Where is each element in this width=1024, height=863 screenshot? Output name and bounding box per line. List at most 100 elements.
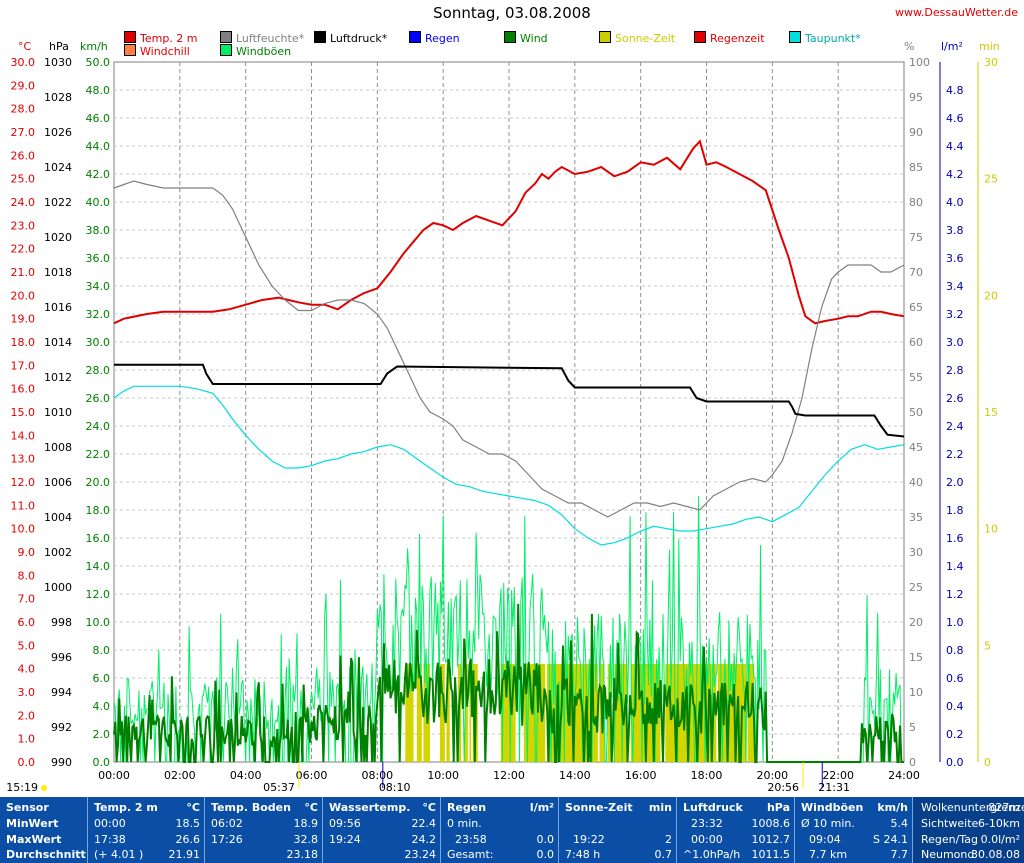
stats-head: Sensor bbox=[6, 801, 49, 814]
temp-tick-label: 1.0 bbox=[18, 733, 36, 746]
x-tick-label: 12:00 bbox=[493, 769, 525, 782]
x-tick-label: 00:00 bbox=[98, 769, 130, 782]
sunshine-bar bbox=[439, 664, 445, 762]
wind-tick-label: 18.0 bbox=[86, 504, 111, 517]
wind-tick-label: 28.0 bbox=[86, 364, 111, 377]
stats-watertemp-block: Wassertemp. °C 09:56 22.4 19:24 24.2 23.24 bbox=[323, 797, 441, 863]
unit-minutes: min bbox=[979, 40, 1000, 53]
stats-panel: Sensor MinWert MaxWert Durchschnitt Temp… bbox=[0, 797, 1024, 863]
stats-head: Regen bbox=[447, 801, 487, 814]
legend-temp: Temp. 2 m bbox=[124, 31, 198, 45]
temp-tick-label: 6.0 bbox=[18, 616, 36, 629]
stats-value: 23.24 bbox=[404, 848, 437, 861]
pressure-tick-label: 998 bbox=[51, 616, 72, 629]
rain-tick-label: 0.0 bbox=[946, 756, 964, 769]
legend-swatch bbox=[220, 31, 232, 43]
pressure-tick-label: 990 bbox=[51, 756, 72, 769]
wind-tick-label: 32.0 bbox=[86, 308, 111, 321]
temp-tick-label: 8.0 bbox=[18, 569, 36, 582]
dewpoint-line bbox=[113, 385, 905, 546]
humidity-tick-label: 50 bbox=[909, 406, 923, 419]
wind-tick-label: 40.0 bbox=[86, 196, 111, 209]
stats-time: 19:22 bbox=[573, 833, 605, 846]
wind-tick-label: 34.0 bbox=[86, 280, 111, 293]
rain-tick-label: 4.6 bbox=[946, 112, 964, 125]
wind-tick-label: 12.0 bbox=[86, 588, 111, 601]
temp-tick-label: 2.0 bbox=[18, 709, 36, 722]
x-tick-label: 02:00 bbox=[164, 769, 196, 782]
temp-tick-label: 23.0 bbox=[11, 219, 36, 232]
stats-min-label: MinWert bbox=[6, 817, 59, 830]
moonset-label: 21:31 bbox=[818, 781, 850, 794]
sunset-label: 20:56 bbox=[767, 781, 799, 794]
rain-tick-label: 1.2 bbox=[946, 588, 964, 601]
stats-time: 17:26 bbox=[211, 833, 243, 846]
stats-value: 21.91 bbox=[168, 848, 201, 861]
site-link[interactable]: www.DessauWetter.de bbox=[894, 6, 1018, 19]
humidity-tick-label: 30 bbox=[909, 546, 923, 559]
legend-swatch bbox=[694, 31, 706, 43]
rain-tick-label: 3.4 bbox=[946, 280, 964, 293]
rain-tick-label: 0.8 bbox=[946, 644, 964, 657]
rain-tick-label: 1.4 bbox=[946, 560, 964, 573]
wind-tick-label: 8.0 bbox=[93, 644, 111, 657]
sunshine-bar bbox=[500, 664, 516, 762]
wind-tick-label: 24.0 bbox=[86, 420, 111, 433]
legend-label: Regen bbox=[425, 32, 460, 45]
temp-tick-label: 3.0 bbox=[18, 686, 36, 699]
x-tick-label: 16:00 bbox=[625, 769, 657, 782]
unit-temp: °C bbox=[18, 40, 32, 53]
pressure-tick-label: 1028 bbox=[44, 91, 72, 104]
legend-label: Luftdruck* bbox=[330, 32, 388, 45]
stats-time: 09:56 bbox=[329, 817, 361, 830]
sunshine-bar bbox=[405, 664, 414, 762]
rain-tick-label: 0.6 bbox=[946, 672, 964, 685]
legend-swatch bbox=[409, 31, 421, 43]
humidity-tick-label: 80 bbox=[909, 196, 923, 209]
minutes-tick-label: 20 bbox=[984, 289, 998, 302]
stats-value: 7.7 bbox=[890, 848, 909, 861]
stats-unit: hPa bbox=[766, 801, 790, 814]
temp-tick-label: 30.0 bbox=[11, 56, 36, 69]
temp-tick-label: 26.0 bbox=[11, 149, 36, 162]
stats-time: (+ 4.01 ) bbox=[94, 848, 144, 861]
weather-chart: 00:00 02:00 04:00 06:00 08:00 10:00 12:00 14:00… bbox=[6, 56, 998, 794]
humidity-tick-label: 100 bbox=[909, 56, 930, 69]
wind-tick-label: 38.0 bbox=[86, 224, 111, 237]
temp-tick-label: 27.0 bbox=[11, 126, 36, 139]
temp-tick-label: 22.0 bbox=[11, 243, 36, 256]
wind-tick-label: 0.0 bbox=[93, 756, 111, 769]
stats-time: 23:58 bbox=[455, 833, 487, 846]
temp-tick-label: 17.0 bbox=[11, 359, 36, 372]
rain-tick-label: 4.4 bbox=[946, 140, 964, 153]
stats-value: 5.4 bbox=[890, 817, 909, 830]
minutes-tick-label: 0 bbox=[984, 756, 991, 769]
x-tick-label: 10:00 bbox=[427, 769, 459, 782]
x-tick-label: 08:00 bbox=[361, 769, 393, 782]
rain-tick-label: 2.6 bbox=[946, 392, 964, 405]
stats-value: 24.2 bbox=[411, 833, 437, 846]
legend-rain: Regen bbox=[409, 31, 460, 45]
pressure-tick-label: 1024 bbox=[44, 161, 72, 174]
pressure-tick-label: 1002 bbox=[44, 546, 72, 559]
x-tick-label: 14:00 bbox=[559, 769, 591, 782]
stats-value: 2 bbox=[665, 833, 672, 846]
sunshine-bar bbox=[446, 664, 450, 762]
rain-tick-label: 3.2 bbox=[946, 308, 964, 321]
pressure-tick-label: 1012 bbox=[44, 371, 72, 384]
humidity-tick-label: 35 bbox=[909, 511, 923, 524]
stats-soiltemp-block: Temp. Boden °C 06:02 18.9 17:26 32.8 23.18 bbox=[205, 797, 323, 863]
misc-value: 827m bbox=[988, 801, 1020, 814]
stats-time: Gesamt: bbox=[447, 848, 494, 861]
temp-tick-label: 11.0 bbox=[11, 499, 36, 512]
rain-tick-label: 4.0 bbox=[946, 196, 964, 209]
stats-max-label: MaxWert bbox=[6, 833, 62, 846]
stats-time: 7.7 km bbox=[809, 848, 848, 861]
legend-label: Taupunkt* bbox=[805, 32, 861, 45]
sun-icon bbox=[41, 785, 47, 791]
pressure-tick-label: 994 bbox=[51, 686, 72, 699]
minutes-tick-label: 15 bbox=[984, 406, 998, 419]
humidity-tick-label: 65 bbox=[909, 301, 923, 314]
stats-head: Windböen bbox=[801, 801, 864, 814]
stats-head: Temp. 2 m bbox=[94, 801, 158, 814]
